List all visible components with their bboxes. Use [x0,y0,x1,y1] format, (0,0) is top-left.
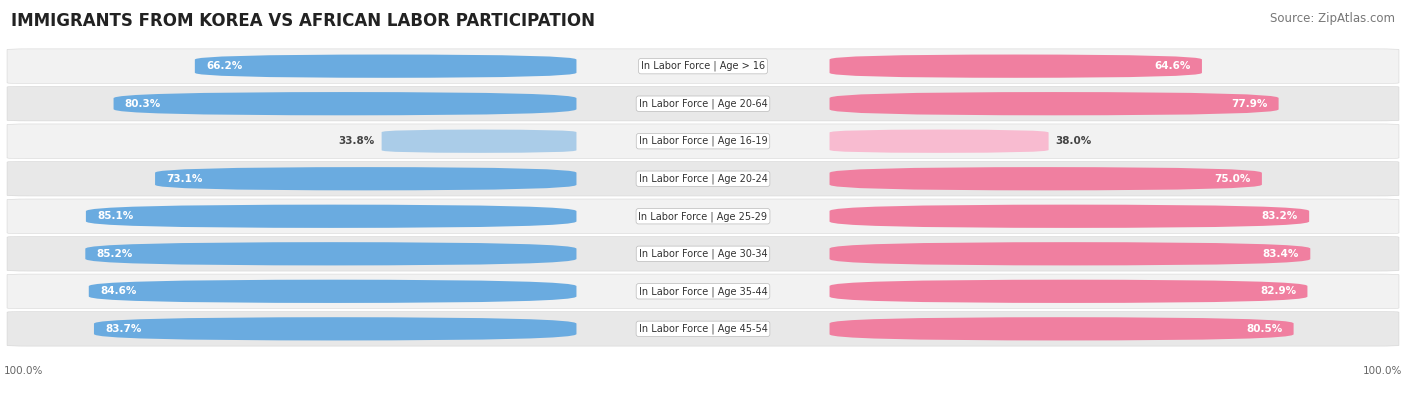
FancyBboxPatch shape [381,130,576,153]
FancyBboxPatch shape [7,124,1399,158]
Text: 73.1%: 73.1% [166,174,202,184]
Text: In Labor Force | Age 35-44: In Labor Force | Age 35-44 [638,286,768,297]
Text: 33.8%: 33.8% [339,136,374,146]
Text: 64.6%: 64.6% [1154,61,1191,71]
Text: 80.3%: 80.3% [125,99,162,109]
Text: 75.0%: 75.0% [1215,174,1251,184]
Text: Source: ZipAtlas.com: Source: ZipAtlas.com [1270,12,1395,25]
FancyBboxPatch shape [7,312,1399,346]
Text: 85.1%: 85.1% [97,211,134,221]
Text: In Labor Force | Age 16-19: In Labor Force | Age 16-19 [638,136,768,147]
Text: 83.7%: 83.7% [105,324,142,334]
FancyBboxPatch shape [830,167,1263,190]
FancyBboxPatch shape [830,280,1308,303]
FancyBboxPatch shape [195,55,576,78]
Text: 82.9%: 82.9% [1260,286,1296,296]
Text: 85.2%: 85.2% [97,249,132,259]
FancyBboxPatch shape [7,49,1399,83]
Text: 38.0%: 38.0% [1056,136,1092,146]
FancyBboxPatch shape [7,274,1399,308]
FancyBboxPatch shape [86,205,576,228]
Text: In Labor Force | Age 45-54: In Labor Force | Age 45-54 [638,324,768,334]
Text: In Labor Force | Age 20-64: In Labor Force | Age 20-64 [638,98,768,109]
Text: 83.2%: 83.2% [1261,211,1298,221]
FancyBboxPatch shape [7,237,1399,271]
Text: In Labor Force | Age 30-34: In Labor Force | Age 30-34 [638,248,768,259]
Text: 100.0%: 100.0% [1362,366,1402,376]
FancyBboxPatch shape [830,205,1309,228]
FancyBboxPatch shape [89,280,576,303]
Text: 77.9%: 77.9% [1232,99,1267,109]
FancyBboxPatch shape [155,167,576,190]
Text: IMMIGRANTS FROM KOREA VS AFRICAN LABOR PARTICIPATION: IMMIGRANTS FROM KOREA VS AFRICAN LABOR P… [11,12,595,30]
FancyBboxPatch shape [7,87,1399,121]
FancyBboxPatch shape [86,242,576,265]
Text: 80.5%: 80.5% [1246,324,1282,334]
FancyBboxPatch shape [830,317,1294,340]
FancyBboxPatch shape [830,130,1049,153]
Text: In Labor Force | Age 20-24: In Labor Force | Age 20-24 [638,173,768,184]
FancyBboxPatch shape [94,317,576,340]
FancyBboxPatch shape [7,162,1399,196]
FancyBboxPatch shape [830,55,1202,78]
FancyBboxPatch shape [830,92,1278,115]
FancyBboxPatch shape [7,199,1399,233]
FancyBboxPatch shape [830,242,1310,265]
Text: 100.0%: 100.0% [4,366,44,376]
Text: In Labor Force | Age > 16: In Labor Force | Age > 16 [641,61,765,71]
Text: 83.4%: 83.4% [1263,249,1299,259]
Text: 66.2%: 66.2% [207,61,242,71]
Text: In Labor Force | Age 25-29: In Labor Force | Age 25-29 [638,211,768,222]
Text: 84.6%: 84.6% [100,286,136,296]
FancyBboxPatch shape [114,92,576,115]
